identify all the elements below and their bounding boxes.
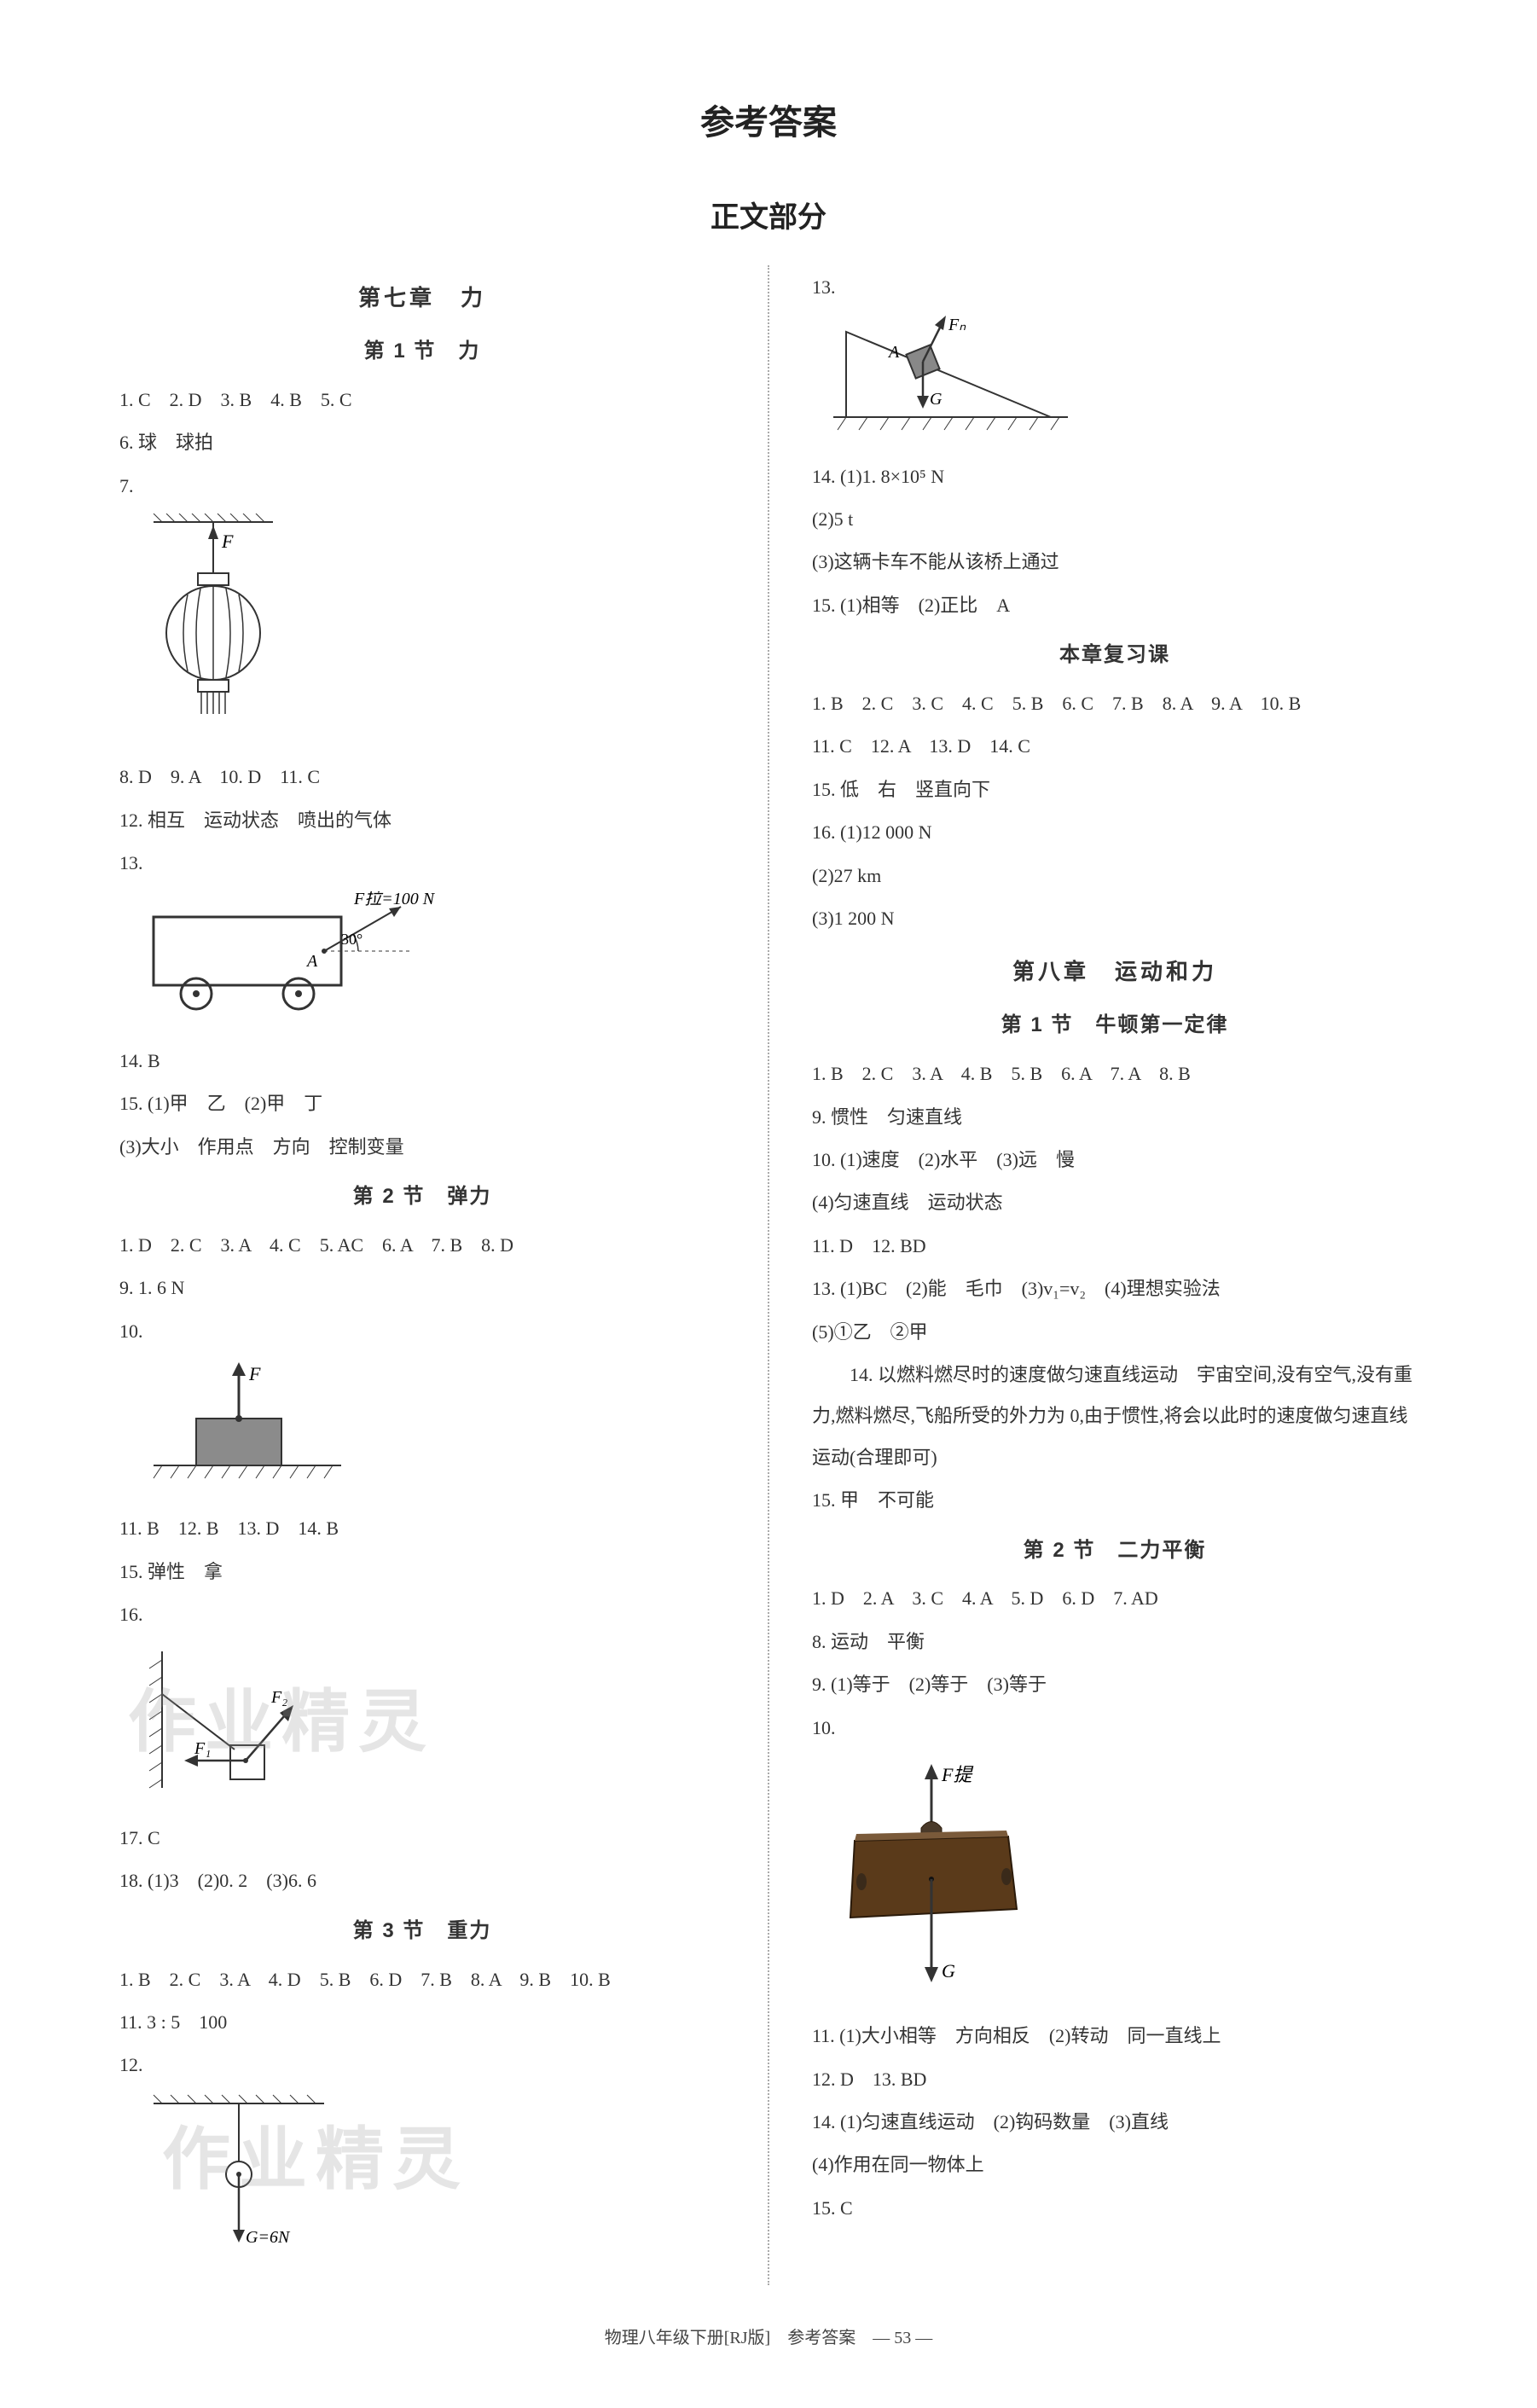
- figure-block-up: F: [136, 1359, 725, 1501]
- answer-line: (3)大小 作用点 方向 控制变量: [119, 1127, 725, 1168]
- label-g: G: [942, 1960, 955, 1982]
- column-divider: [768, 265, 769, 2285]
- answer-line: (3)这辆卡车不能从该桥上通过: [812, 542, 1418, 583]
- answer-line: 1. D 2. A 3. C 4. A 5. D 6. D 7. AD: [812, 1578, 1418, 1619]
- answer-line: 10. (1)速度 (2)水平 (3)远 慢: [812, 1140, 1418, 1181]
- answer-line: 11. B 12. B 13. D 14. B: [119, 1508, 725, 1549]
- answer-line: 6. 球 球拍: [119, 422, 725, 463]
- label-g: G: [930, 390, 942, 409]
- answer-line: 15. 弹性 拿: [119, 1552, 725, 1593]
- answer-line: 12. D 13. BD: [812, 2059, 1418, 2100]
- answer-line: 10.: [119, 1311, 725, 1352]
- figure-cart: A F拉=100 N 30°: [136, 891, 725, 1034]
- page-footer: 物理八年级下册[RJ版] 参考答案 — 53 —: [119, 2319, 1418, 2357]
- page-title: 参考答案: [119, 85, 1418, 160]
- answer-line: 11. 3 : 5 100: [119, 2002, 725, 2043]
- answer-line: (5)①乙 ②甲: [812, 1312, 1418, 1353]
- label-f: F提: [941, 1764, 973, 1785]
- block-up-svg: F: [136, 1359, 358, 1487]
- answer-line: 17. C: [119, 1818, 725, 1859]
- answer-line: 10.: [812, 1708, 1418, 1749]
- answer-line: 1. B 2. C 3. A 4. D 5. B 6. D 7. B 8. A …: [119, 1959, 725, 2000]
- answer-line: 1. C 2. D 3. B 4. B 5. C: [119, 380, 725, 421]
- figure-incline: A Fₙ G: [829, 315, 1418, 449]
- left-column: 第七章 力 第 1 节 力 1. C 2. D 3. B 4. B 5. C 6…: [119, 265, 725, 2285]
- answer-line: 1. D 2. C 3. A 4. C 5. AC 6. A 7. B 8. D: [119, 1225, 725, 1266]
- answer-line: 14. 以燃料燃尽时的速度做匀速直线运动 宇宙空间,没有空气,没有重力,燃料燃尽…: [812, 1355, 1418, 1478]
- figure-hanging-ball: G=6N 作业精灵: [136, 2093, 725, 2278]
- label-a: A: [887, 343, 900, 362]
- answer-line: (2)27 km: [812, 856, 1418, 896]
- answer-line: 9. (1)等于 (2)等于 (3)等于: [812, 1664, 1418, 1705]
- lantern-svg: F: [136, 514, 290, 735]
- label-g: G=6N: [246, 2228, 291, 2247]
- answer-line: 11. C 12. A 13. D 14. C: [812, 726, 1418, 767]
- answer-line: 15. 甲 不可能: [812, 1480, 1418, 1521]
- section-heading: 本章复习课: [812, 633, 1418, 678]
- answer-line: (2)5 t: [812, 499, 1418, 540]
- answer-line: 15. 低 右 竖直向下: [812, 769, 1418, 810]
- answer-line: 9. 惯性 匀速直线: [812, 1097, 1418, 1138]
- cart-svg: A F拉=100 N 30°: [136, 891, 444, 1019]
- chapter-heading: 第七章 力: [119, 274, 725, 322]
- answer-line: 11. D 12. BD: [812, 1226, 1418, 1267]
- answer-line: 13.: [812, 267, 1418, 308]
- section-heading: 第 1 节 力: [119, 329, 725, 374]
- answer-line: 16. (1)12 000 N: [812, 812, 1418, 853]
- label-a: A: [305, 952, 318, 971]
- label-f1: F₁: [194, 1739, 211, 1758]
- section-heading: 第 1 节 牛顿第一定律: [812, 1003, 1418, 1048]
- answer-line: (4)作用在同一物体上: [812, 2144, 1418, 2185]
- answer-line: 13.: [119, 843, 725, 884]
- answer-line: (4)匀速直线 运动状态: [812, 1182, 1418, 1223]
- wall-forces-svg: F₁ F₂: [136, 1643, 358, 1796]
- answer-line: 16.: [119, 1594, 725, 1635]
- figure-wall-forces: F₁ F₂: [136, 1643, 725, 1811]
- answer-line: 14. (1)1. 8×10⁵ N: [812, 456, 1418, 497]
- answer-line: 11. (1)大小相等 方向相反 (2)转动 同一直线上: [812, 2016, 1418, 2057]
- subtitle: 正文部分: [119, 186, 1418, 250]
- answer-line: 9. 1. 6 N: [119, 1268, 725, 1308]
- figure-suitcase: F提 G: [829, 1755, 1418, 2009]
- answer-line: 1. B 2. C 3. A 4. B 5. B 6. A 7. A 8. B: [812, 1053, 1418, 1094]
- label-force: F拉=100 N: [353, 891, 436, 908]
- hanging-ball-svg: G=6N: [136, 2093, 341, 2264]
- answer-line: 1. B 2. C 3. C 4. C 5. B 6. C 7. B 8. A …: [812, 683, 1418, 724]
- section-heading: 第 3 节 重力: [119, 1909, 725, 1954]
- answer-line: 8. D 9. A 10. D 11. C: [119, 757, 725, 798]
- answer-line: 15. C: [812, 2188, 1418, 2229]
- answer-line: 12.: [119, 2045, 725, 2086]
- answer-line: 15. (1)甲 乙 (2)甲 丁: [119, 1083, 725, 1124]
- two-column-layout: 第七章 力 第 1 节 力 1. C 2. D 3. B 4. B 5. C 6…: [119, 265, 1418, 2285]
- answer-line: 14. B: [119, 1041, 725, 1082]
- answer-line: 12. 相互 运动状态 喷出的气体: [119, 800, 725, 841]
- answer-line: 7.: [119, 466, 725, 507]
- incline-svg: A Fₙ G: [829, 315, 1085, 434]
- answer-line: (3)1 200 N: [812, 898, 1418, 939]
- answer-line: 13. (1)BC (2)能 毛巾 (3)v₁=v₂ (4)理想实验法: [812, 1268, 1418, 1309]
- label-fn: Fₙ: [948, 316, 966, 334]
- suitcase-svg: F提 G: [829, 1755, 1051, 1994]
- section-heading: 第 2 节 弹力: [119, 1175, 725, 1220]
- answer-line: 15. (1)相等 (2)正比 A: [812, 585, 1418, 626]
- section-heading: 第 2 节 二力平衡: [812, 1529, 1418, 1574]
- figure-lantern: F: [136, 514, 725, 750]
- answer-line: 18. (1)3 (2)0. 2 (3)6. 6: [119, 1860, 725, 1901]
- answer-line: 8. 运动 平衡: [812, 1622, 1418, 1662]
- chapter-heading: 第八章 运动和力: [812, 948, 1418, 996]
- label-angle: 30°: [341, 931, 362, 948]
- label-f2: F₂: [270, 1688, 287, 1707]
- answer-line: 14. (1)匀速直线运动 (2)钩码数量 (3)直线: [812, 2102, 1418, 2143]
- label-f: F: [221, 531, 234, 552]
- right-column: 13. A Fₙ G: [812, 265, 1418, 2285]
- label-f: F: [248, 1363, 261, 1384]
